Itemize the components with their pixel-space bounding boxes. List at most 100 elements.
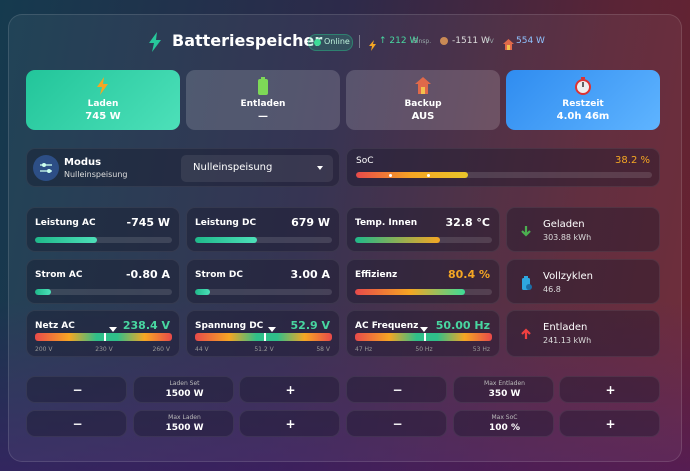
mode-select[interactable]: Nulleinspeisung (181, 155, 333, 182)
export-value: ↑ 212 W (379, 36, 419, 46)
metric-fill (35, 237, 97, 243)
soc-fill (356, 172, 469, 178)
metric-value: 52.9 V (290, 319, 330, 332)
soc-marker (388, 174, 392, 177)
metric-bar (195, 237, 332, 243)
gauge-pointer (267, 327, 276, 332)
mode-icon-svg (575, 77, 591, 95)
metric-card: Netz AC 238.4 V 200 V 230 V 260 V (26, 310, 180, 357)
minus-button-text: − (392, 383, 403, 397)
metric-label: Strom DC (195, 270, 243, 280)
stat-label: Vollzyklen (543, 271, 593, 282)
metric-value: -0.80 A (125, 268, 170, 281)
export-icon (369, 36, 376, 51)
status-dot (314, 39, 321, 46)
metric-bar (35, 237, 172, 243)
plus-button-text: + (605, 383, 616, 397)
stat-card: Geladen 303.88 kWh (506, 207, 660, 252)
gauge-scale: 50 Hz (415, 346, 433, 353)
gauge-pointer (419, 327, 428, 332)
plus-button[interactable]: + (559, 410, 660, 437)
home-icon (503, 35, 514, 50)
mode-value: — (258, 111, 268, 122)
minus-button[interactable]: − (26, 410, 127, 437)
status-text: Online (324, 37, 350, 46)
pv-unit: PV (486, 38, 494, 45)
stat-label: Geladen (543, 219, 585, 230)
title: Batteriespeicher (172, 31, 323, 50)
soc-label: SoC (356, 156, 374, 166)
metric-bar (195, 289, 332, 295)
gauge-scale: 230 V (95, 346, 113, 353)
mode-card: Modus Nulleinspeisung Nulleinspeisung (26, 148, 340, 187)
metric-card: Effizienz 80.4 % (346, 259, 500, 304)
minus-button-text: − (392, 417, 403, 431)
mode-icon (575, 77, 591, 95)
mode-select-text: Nulleinspeisung (193, 162, 273, 173)
metric-card: Temp. Innen 32.8 °C (346, 207, 500, 252)
control-label: Max Entladen (484, 380, 525, 387)
mode-label: Backup (404, 99, 442, 109)
mode-label: Laden (87, 99, 119, 109)
stat-value: 46.8 (543, 285, 561, 294)
mode-tile[interactable]: Backup AUS (346, 70, 500, 130)
control-value: 350 W (488, 389, 521, 399)
metric-card: Strom DC 3.00 A (186, 259, 340, 304)
metric-value: -745 W (126, 216, 171, 229)
stat-icon-svg (521, 328, 531, 339)
control-label: Max SoC (491, 414, 518, 421)
metric-bar (355, 289, 492, 295)
metric-bar (355, 237, 492, 243)
control-display: Max Entladen 350 W (453, 376, 554, 403)
metric-label: Spannung DC (195, 321, 264, 331)
control-label: Laden Set (169, 380, 200, 387)
metric-bar (35, 289, 172, 295)
minus-button[interactable]: − (346, 410, 447, 437)
metric-label: Leistung DC (195, 218, 257, 228)
metric-card: AC Frequenz 50.00 Hz 47 Hz 50 Hz 53 Hz (346, 310, 500, 357)
minus-button[interactable]: − (26, 376, 127, 403)
sliders-svg (40, 163, 52, 173)
plus-button-text: + (605, 417, 616, 431)
metric-fill (355, 289, 465, 295)
metric-label: Effizienz (355, 270, 398, 280)
mode-tile[interactable]: Laden 745 W (26, 70, 180, 130)
minus-button-text: − (72, 383, 83, 397)
control-display: Laden Set 1500 W (133, 376, 234, 403)
export-icon-svg (369, 40, 376, 51)
divider (359, 35, 360, 48)
gauge-scale: 51.2 V (254, 346, 274, 353)
mode-icon-svg (97, 77, 108, 95)
stat-icon-svg (522, 276, 532, 290)
plus-button[interactable]: + (239, 410, 340, 437)
gauge (35, 333, 172, 341)
gauge (355, 333, 492, 341)
mode-tile[interactable]: Entladen — (186, 70, 340, 130)
gauge (195, 333, 332, 341)
plus-button[interactable]: + (239, 376, 340, 403)
metric-value: 80.4 % (448, 268, 490, 281)
mode-label: Modus (64, 157, 102, 168)
bolt-icon (148, 32, 162, 52)
select-caret (317, 166, 323, 170)
mode-label: Restzeit (562, 99, 604, 109)
minus-button-text: − (72, 417, 83, 431)
gauge-scale: 200 V (35, 346, 53, 353)
gauge-scale: 44 V (195, 346, 209, 353)
soc-bar (356, 172, 652, 178)
mode-tile[interactable]: Restzeit 4.0h 46m (506, 70, 660, 130)
bolt-icon-svg (149, 32, 161, 52)
stat-card: Entladen 241.13 kWh (506, 310, 660, 357)
plus-button-text: + (285, 383, 296, 397)
gauge-scale: 58 V (316, 346, 330, 353)
metric-value: 3.00 A (290, 268, 330, 281)
pv-value: -1511 W (452, 36, 490, 46)
plus-button[interactable]: + (559, 376, 660, 403)
home-value: 554 W (516, 36, 545, 46)
metric-label: AC Frequenz (355, 321, 419, 331)
minus-button[interactable]: − (346, 376, 447, 403)
stat-icon (519, 326, 533, 340)
